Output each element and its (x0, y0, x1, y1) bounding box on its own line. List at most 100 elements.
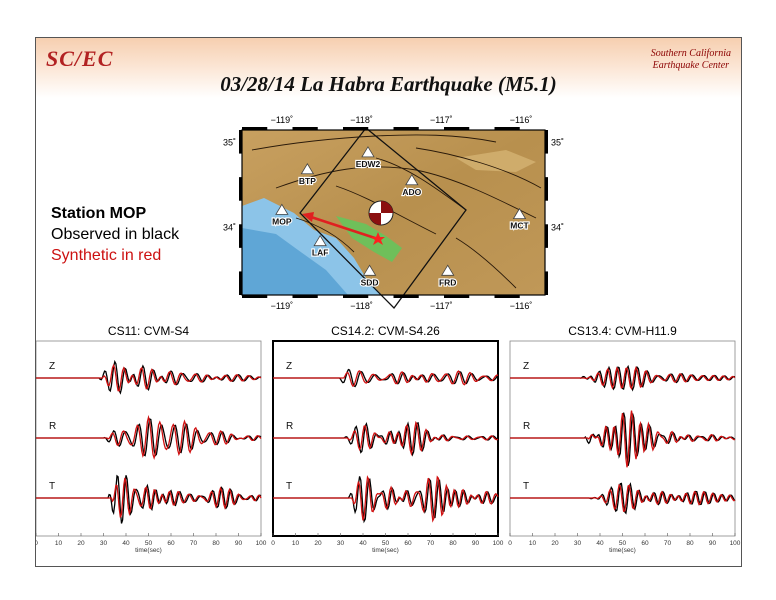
map-top-tick-label: −116˚ (510, 115, 533, 125)
station-laf: LAF (311, 234, 330, 259)
station-label: LAF (312, 248, 329, 258)
map-bottom-tick-label: −118˚ (350, 301, 373, 311)
component-label-r: R (286, 421, 293, 432)
x-tick-label: 40 (122, 540, 130, 547)
map-top-tick-label: −118˚ (350, 115, 373, 125)
x-axis-label: time(sec) (609, 547, 636, 554)
map-tick-labels: −119˚ −118˚ −117˚ −116˚ −119˚ −118˚ −117˚ −116˚… (223, 115, 564, 311)
x-tick-label: 70 (427, 540, 435, 547)
station-triangle-icon (362, 264, 377, 276)
ray-path (307, 214, 379, 241)
x-tick-label: 0 (36, 540, 38, 547)
component-label-t: T (286, 481, 292, 492)
station-legend: Station MOP Observed in black Synthetic … (51, 203, 179, 266)
station-triangle-icon (512, 207, 527, 220)
observed-legend: Observed in black (51, 226, 180, 243)
observed-trace-t (273, 476, 499, 524)
x-tick-label: 90 (709, 540, 717, 547)
x-tick-label: 30 (100, 540, 108, 547)
station-triangle-icon (313, 234, 327, 247)
map-top-tick-label: −117˚ (430, 115, 453, 125)
desert-area (456, 150, 536, 172)
station-label: SDD (361, 277, 379, 287)
map-right-tick-label: 35˚ (551, 138, 564, 148)
synthetic-trace-r (36, 414, 262, 461)
component-label-t: T (523, 481, 529, 492)
station-label: MOP (272, 216, 292, 226)
map-body: EDW2 BTP ADO MOP MCT LAF SDD FRD −119˚ −118˚ −117… (223, 115, 564, 311)
station-name: Station MOP (51, 205, 147, 222)
page-title: 03/28/14 La Habra Earthquake (M5.1) (220, 72, 557, 96)
map-right-tick-label: 34˚ (551, 222, 564, 232)
x-tick-label: 40 (596, 540, 604, 547)
synthetic-trace-z (273, 370, 499, 388)
station-sdd: SDD (360, 264, 380, 288)
map-left-tick-label: 34˚ (223, 222, 236, 232)
component-label-r: R (49, 421, 56, 432)
epicenter-star (371, 232, 385, 245)
x-tick-label: 10 (529, 540, 537, 547)
waveform-panel-3: CS13.4: CVM-H11.9 0 10 20 30 40 50 60 70 80 90 100 t… (508, 324, 741, 554)
x-axis-label: time(sec) (135, 547, 162, 554)
scec-logo: SC/EC (46, 46, 114, 71)
x-tick-label: 40 (359, 540, 367, 547)
synthetic-trace-z (36, 363, 262, 392)
x-tick-label: 10 (292, 540, 300, 547)
station-btp: BTP (298, 162, 317, 187)
component-label-r: R (523, 421, 530, 432)
synthetic-trace-t (273, 475, 499, 523)
x-tick-label: 50 (619, 540, 627, 547)
x-tick-label: 80 (686, 540, 694, 547)
station-label: FRD (439, 277, 456, 287)
component-label-z: Z (286, 361, 292, 372)
waveform-panel-1: CS11: CVM-S4 0 10 20 30 40 50 60 70 80 90 100 time(s… (36, 324, 267, 554)
x-tick-label: 70 (664, 540, 672, 547)
station-triangle-icon (441, 264, 455, 276)
station-triangle-icon (405, 173, 419, 186)
component-label-z: Z (523, 361, 529, 372)
x-tick-label: 30 (574, 540, 582, 547)
panel-title: CS13.4: CVM-H11.9 (568, 324, 677, 338)
map-bottom-tick-label: −119˚ (271, 301, 294, 311)
station-label: EDW2 (356, 159, 381, 169)
station-label: MCT (510, 221, 529, 231)
x-axis-label: time(sec) (372, 547, 399, 554)
la-basin (336, 216, 402, 262)
waveform-panels: CS11: CVM-S40102030405060708090100time(s… (36, 324, 741, 554)
map-top-tick-label: −119˚ (271, 115, 294, 125)
station-triangle-icon (361, 146, 375, 158)
station-frd: FRD (438, 264, 458, 288)
station-label: ADO (402, 187, 421, 197)
station-edw2: EDW2 (355, 146, 382, 170)
observed-trace-r (510, 412, 736, 466)
slide-frame: SC/EC Southern California Earthquake Cen… (35, 37, 742, 567)
x-tick-label: 100 (730, 540, 741, 547)
synthetic-legend: Synthetic in red (51, 247, 162, 264)
synthetic-trace-z (510, 366, 736, 390)
x-tick-label: 80 (449, 540, 457, 547)
component-label-z: Z (49, 361, 55, 372)
map-stations: EDW2 BTP ADO MOP MCT LAF SDD FRD (271, 146, 531, 288)
focal-mechanism-icon (368, 200, 394, 226)
station-mct: MCT (509, 207, 531, 232)
station-map: EDW2 BTP ADO MOP MCT LAF SDD FRD −119˚ −118˚ −117… (36, 115, 741, 554)
x-tick-label: 50 (382, 540, 390, 547)
x-tick-label: 0 (508, 540, 512, 547)
synthetic-trace-r (510, 410, 735, 468)
simulation-domain (299, 127, 467, 309)
x-tick-label: 60 (641, 540, 649, 547)
station-triangle-icon (300, 162, 315, 175)
org-line-2: Earthquake Center (652, 60, 730, 71)
component-label-t: T (49, 481, 55, 492)
x-tick-label: 100 (256, 540, 267, 547)
panel-title: CS11: CVM-S4 (108, 324, 189, 338)
org-line-1: Southern California (650, 48, 731, 59)
x-tick-label: 100 (493, 540, 504, 547)
map-frame-ticks (239, 127, 548, 298)
header-band (36, 38, 741, 98)
map-bottom-tick-label: −117˚ (430, 301, 453, 311)
synthetic-trace-r (273, 420, 499, 457)
station-ado: ADO (401, 173, 423, 198)
x-tick-label: 90 (235, 540, 243, 547)
x-tick-label: 80 (212, 540, 220, 547)
